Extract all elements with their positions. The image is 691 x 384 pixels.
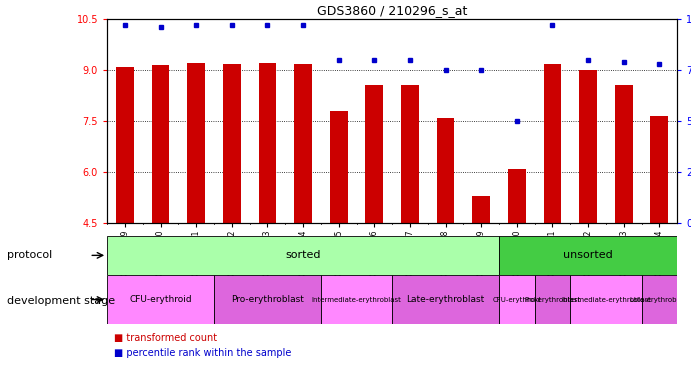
Bar — [473, 195, 490, 223]
Bar — [258, 63, 276, 223]
Bar — [579, 70, 597, 223]
Text: CFU-erythroid: CFU-erythroid — [129, 295, 192, 304]
Bar — [544, 64, 561, 223]
Bar — [650, 116, 668, 223]
Bar — [294, 64, 312, 223]
Text: unsorted: unsorted — [563, 250, 613, 260]
Text: ■ percentile rank within the sample: ■ percentile rank within the sample — [114, 348, 292, 358]
Bar — [107, 275, 214, 324]
Bar — [499, 275, 535, 324]
Bar — [508, 169, 526, 223]
Bar — [499, 236, 677, 275]
Text: Intermediate-erythroblast: Intermediate-erythroblast — [561, 296, 651, 303]
Bar — [641, 275, 677, 324]
Bar — [321, 275, 392, 324]
Bar — [116, 67, 134, 223]
Bar — [535, 275, 570, 324]
Bar — [151, 65, 169, 223]
Text: protocol: protocol — [7, 250, 52, 260]
Text: Intermediate-erythroblast: Intermediate-erythroblast — [312, 296, 401, 303]
Bar — [392, 275, 499, 324]
Bar — [187, 63, 205, 223]
Title: GDS3860 / 210296_s_at: GDS3860 / 210296_s_at — [317, 3, 467, 17]
Text: development stage: development stage — [7, 296, 115, 306]
Text: sorted: sorted — [285, 250, 321, 260]
Text: Pro-erythroblast: Pro-erythroblast — [524, 296, 580, 303]
Text: Pro-erythroblast: Pro-erythroblast — [231, 295, 304, 304]
Bar — [437, 118, 455, 223]
Bar — [570, 275, 641, 324]
Bar — [223, 64, 240, 223]
Bar — [615, 85, 633, 223]
Text: CFU-erythroid: CFU-erythroid — [493, 296, 541, 303]
Bar — [107, 236, 499, 275]
Bar — [366, 85, 384, 223]
Text: ■ transformed count: ■ transformed count — [114, 333, 217, 343]
Bar — [214, 275, 321, 324]
Bar — [401, 85, 419, 223]
Text: Late-erythroblast: Late-erythroblast — [406, 295, 484, 304]
Bar — [330, 111, 348, 223]
Text: Late-erythroblast: Late-erythroblast — [630, 296, 690, 303]
